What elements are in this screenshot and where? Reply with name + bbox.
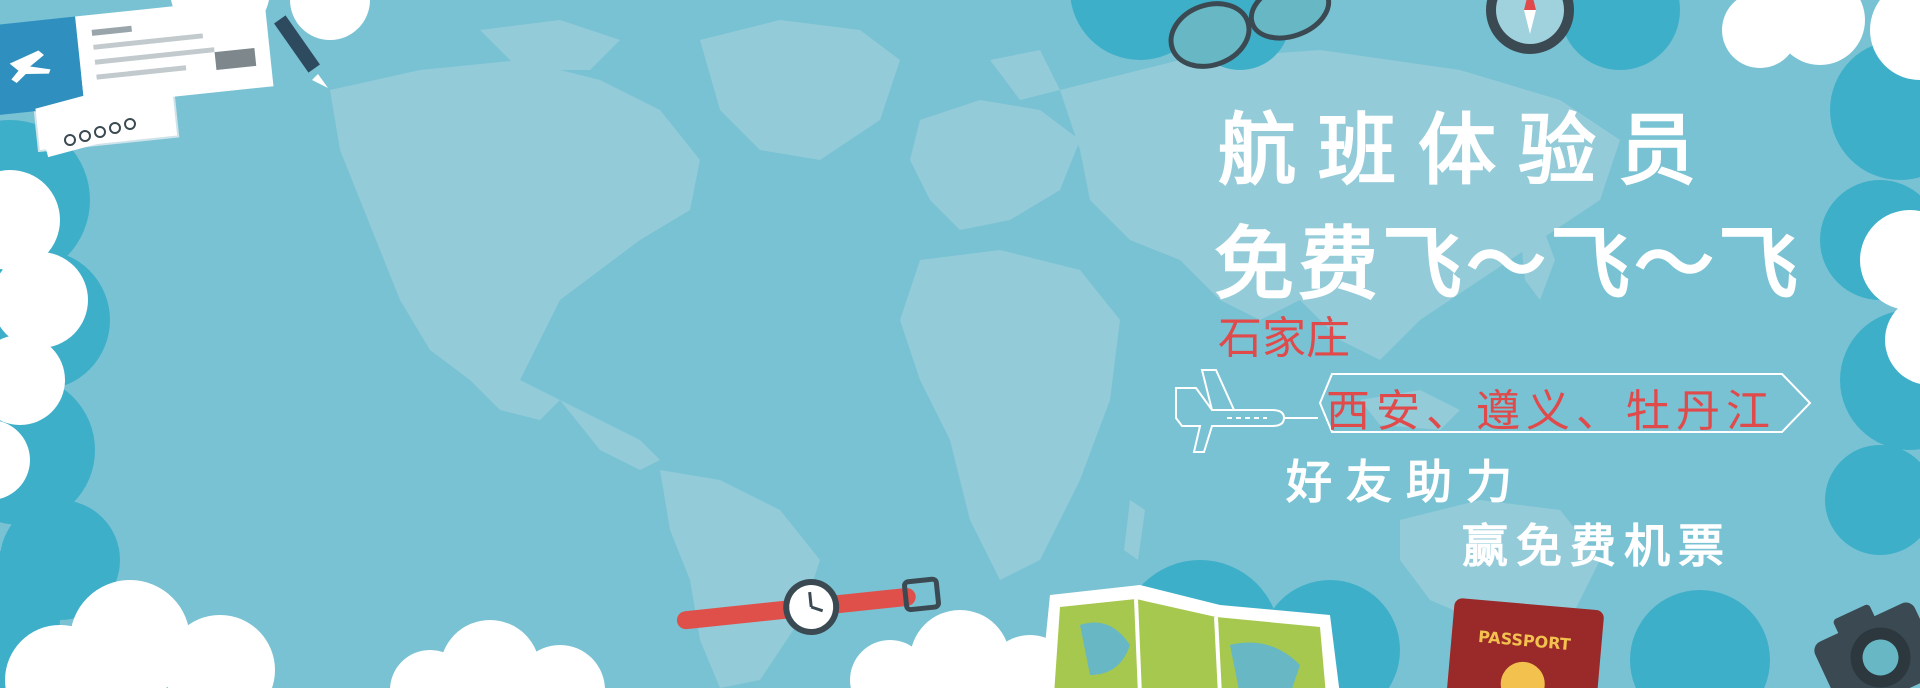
compass-icon (1486, 0, 1574, 54)
camera-icon (1814, 602, 1920, 688)
destination-banner (1318, 373, 1812, 433)
airplane-icon (1175, 369, 1318, 453)
sunglasses-icon (1168, 0, 1332, 69)
help-text: 好友助力 (1286, 455, 1526, 509)
notepad-icon (35, 82, 145, 158)
wristwatch-icon (676, 576, 941, 635)
folded-map-icon (1040, 585, 1340, 688)
headline-title: 航班体验员 (1218, 106, 1719, 196)
pen-icon (274, 15, 328, 88)
origin-city: 石家庄 (1218, 313, 1350, 364)
passport-icon (1446, 598, 1604, 688)
boarding-pass-icon (0, 0, 274, 158)
headline-subtitle: 免费飞～飞～飞 (1214, 218, 1802, 311)
win-text: 赢免费机票 (1462, 519, 1732, 573)
destination-cities: 西安、遵义、牡丹江 (1326, 386, 1776, 437)
